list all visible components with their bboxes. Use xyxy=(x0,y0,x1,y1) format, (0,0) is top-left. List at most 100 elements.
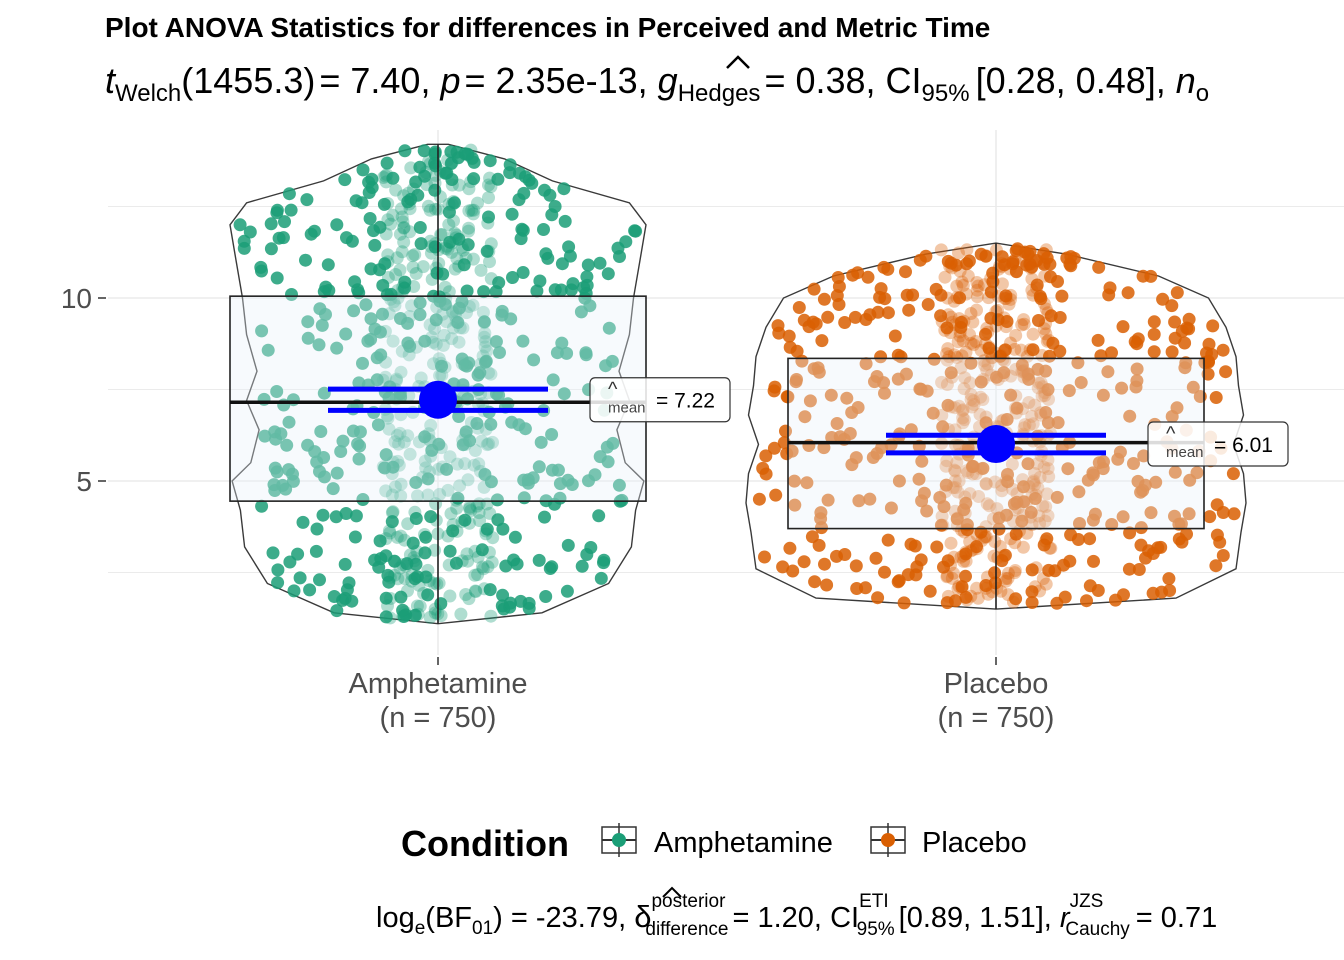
data-point xyxy=(432,576,446,590)
data-point xyxy=(1025,563,1039,577)
data-point xyxy=(385,488,399,502)
data-point xyxy=(466,207,480,221)
caption-ci-sub: 95% xyxy=(857,919,895,940)
data-point xyxy=(406,249,420,263)
data-point xyxy=(409,267,423,280)
data-point xyxy=(934,309,948,323)
data-point xyxy=(467,172,481,186)
data-point xyxy=(797,313,811,327)
data-point xyxy=(977,278,991,292)
data-point xyxy=(990,370,1003,384)
data-point xyxy=(1042,563,1056,577)
data-point xyxy=(463,500,477,514)
subtitle-g-label: g xyxy=(658,60,678,101)
x-tick-count: (n = 750) xyxy=(938,702,1055,734)
data-point xyxy=(987,549,1001,563)
data-point xyxy=(467,203,481,217)
data-point xyxy=(838,548,852,561)
data-point xyxy=(503,158,517,172)
data-point xyxy=(482,178,495,192)
data-point xyxy=(976,372,990,386)
data-point xyxy=(948,464,962,478)
data-point xyxy=(373,534,387,548)
legend-key-amphetamine xyxy=(601,823,637,857)
data-point xyxy=(971,591,985,605)
data-point xyxy=(940,570,954,584)
data-point xyxy=(404,161,418,175)
data-point xyxy=(421,588,435,602)
data-point xyxy=(282,415,296,429)
data-point xyxy=(446,524,460,538)
data-point xyxy=(393,227,407,241)
data-point xyxy=(1131,332,1145,346)
data-point xyxy=(991,373,1005,386)
data-point xyxy=(1209,559,1223,573)
data-point xyxy=(416,260,430,274)
data-point xyxy=(1041,509,1055,523)
data-point xyxy=(308,224,321,238)
data-point xyxy=(233,218,247,232)
data-point xyxy=(471,196,484,210)
data-point xyxy=(868,375,881,389)
data-point xyxy=(473,514,487,528)
data-point xyxy=(1004,532,1018,546)
subtitle-g-value: = 0.38, xyxy=(764,60,875,101)
data-point xyxy=(941,291,955,305)
data-point xyxy=(291,547,305,561)
data-point xyxy=(258,429,272,443)
data-point xyxy=(845,458,859,472)
data-point xyxy=(1009,362,1023,376)
data-point xyxy=(767,441,781,455)
data-point xyxy=(495,304,509,318)
caption-bf-label: (BF xyxy=(425,902,472,934)
data-point xyxy=(993,259,1007,273)
data-point xyxy=(935,509,949,523)
data-point xyxy=(979,477,993,490)
data-point xyxy=(362,175,376,189)
data-point xyxy=(1203,510,1217,524)
data-point xyxy=(243,225,257,239)
data-point xyxy=(381,411,395,425)
data-point xyxy=(424,510,438,524)
data-point xyxy=(280,438,294,452)
data-point xyxy=(818,557,831,571)
data-point xyxy=(308,445,322,459)
data-point xyxy=(403,447,417,461)
data-point xyxy=(1149,475,1163,489)
data-point xyxy=(1031,481,1045,495)
data-point xyxy=(1002,297,1016,311)
data-point xyxy=(1201,354,1215,368)
data-point xyxy=(381,255,395,269)
data-point xyxy=(938,323,952,337)
data-point xyxy=(1008,342,1022,356)
data-point xyxy=(870,447,884,460)
data-point xyxy=(565,478,579,491)
data-point xyxy=(1080,594,1093,608)
data-point xyxy=(411,607,425,621)
data-point xyxy=(970,276,984,289)
data-point xyxy=(458,358,472,372)
data-point xyxy=(1026,343,1040,357)
data-point xyxy=(413,296,427,310)
caption-delta-value: = 1.20, xyxy=(733,902,823,934)
data-point xyxy=(479,335,493,349)
data-point xyxy=(1116,510,1130,524)
data-point xyxy=(1009,592,1023,606)
caption-r-label: r xyxy=(1060,902,1071,934)
data-point xyxy=(285,288,298,301)
data-point xyxy=(986,512,1000,526)
data-point xyxy=(374,348,388,362)
data-point xyxy=(947,566,960,580)
data-point xyxy=(1000,413,1014,426)
data-point xyxy=(356,163,370,177)
data-point xyxy=(560,584,574,598)
data-point xyxy=(401,336,415,350)
data-point xyxy=(403,548,417,562)
data-point xyxy=(322,284,336,297)
data-point xyxy=(997,344,1011,358)
data-point xyxy=(611,241,625,255)
data-point xyxy=(1037,460,1051,474)
data-point xyxy=(390,251,404,265)
data-point xyxy=(261,343,275,357)
data-point xyxy=(1121,286,1135,300)
